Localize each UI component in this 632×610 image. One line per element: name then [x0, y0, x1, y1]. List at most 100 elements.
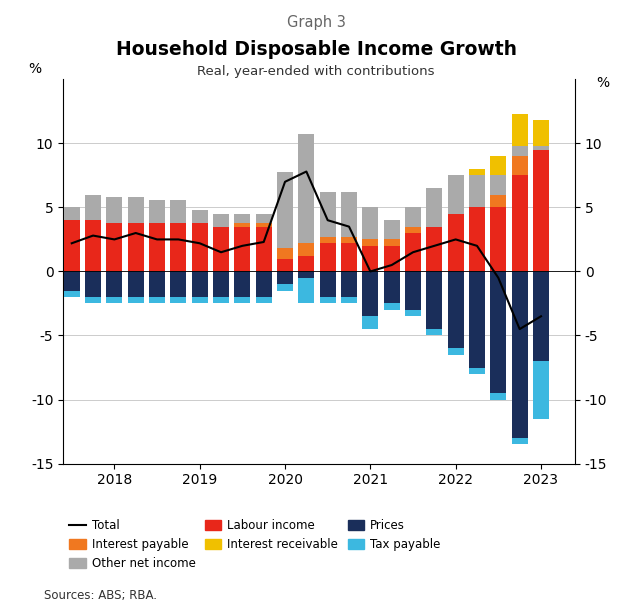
Bar — [85, 195, 101, 220]
Bar — [128, 197, 144, 223]
Bar — [426, 329, 442, 336]
Bar — [320, 192, 336, 237]
Bar — [469, 207, 485, 271]
Bar — [320, 271, 336, 297]
Text: Household Disposable Income Growth: Household Disposable Income Growth — [116, 40, 516, 59]
Bar — [255, 297, 272, 303]
Bar — [191, 223, 208, 271]
Bar — [533, 149, 549, 271]
Bar — [85, 220, 101, 271]
Bar — [447, 175, 464, 214]
Text: Real, year-ended with contributions: Real, year-ended with contributions — [197, 65, 435, 78]
Bar — [85, 297, 101, 303]
Bar — [106, 223, 123, 271]
Bar — [277, 284, 293, 290]
Bar — [149, 223, 165, 271]
Bar — [405, 226, 421, 233]
Bar — [405, 271, 421, 310]
Bar — [405, 207, 421, 226]
Bar — [255, 214, 272, 223]
Bar — [341, 297, 357, 303]
Bar — [384, 303, 400, 310]
Bar — [128, 297, 144, 303]
Legend: Total, Interest payable, Other net income, Labour income, Interest receivable, P: Total, Interest payable, Other net incom… — [69, 520, 441, 570]
Bar — [384, 220, 400, 239]
Bar — [511, 271, 528, 438]
Bar — [490, 271, 506, 393]
Bar — [170, 223, 186, 271]
Bar — [384, 239, 400, 246]
Bar — [341, 243, 357, 271]
Bar — [277, 248, 293, 259]
Bar — [64, 271, 80, 290]
Bar — [511, 175, 528, 271]
Bar — [490, 195, 506, 207]
Bar — [234, 223, 250, 226]
Bar — [426, 271, 442, 329]
Bar — [426, 188, 442, 226]
Bar — [320, 297, 336, 303]
Bar — [234, 271, 250, 297]
Bar — [320, 237, 336, 243]
Bar — [277, 171, 293, 248]
Bar — [106, 297, 123, 303]
Bar — [170, 271, 186, 297]
Bar — [490, 393, 506, 400]
Bar — [298, 134, 315, 243]
Bar — [149, 199, 165, 223]
Bar — [128, 271, 144, 297]
Bar — [128, 223, 144, 271]
Bar — [234, 214, 250, 223]
Bar — [447, 271, 464, 348]
Bar — [191, 271, 208, 297]
Y-axis label: %: % — [28, 62, 42, 76]
Bar — [533, 271, 549, 361]
Bar — [277, 271, 293, 284]
Bar — [405, 233, 421, 271]
Bar — [234, 226, 250, 271]
Bar — [277, 259, 293, 271]
Bar — [533, 146, 549, 149]
Y-axis label: %: % — [597, 76, 610, 90]
Bar — [298, 243, 315, 256]
Bar — [384, 246, 400, 271]
Bar — [213, 214, 229, 226]
Bar — [533, 361, 549, 418]
Bar — [149, 271, 165, 297]
Bar — [490, 156, 506, 175]
Bar — [255, 271, 272, 297]
Bar — [362, 207, 379, 239]
Bar — [341, 192, 357, 237]
Bar — [191, 210, 208, 223]
Bar — [362, 246, 379, 271]
Bar — [85, 271, 101, 297]
Bar — [170, 199, 186, 223]
Bar — [234, 297, 250, 303]
Bar — [533, 120, 549, 146]
Bar — [405, 310, 421, 316]
Bar — [362, 271, 379, 316]
Bar — [341, 237, 357, 243]
Bar — [191, 297, 208, 303]
Bar — [213, 271, 229, 297]
Bar — [298, 271, 315, 278]
Bar — [447, 348, 464, 354]
Bar — [469, 175, 485, 207]
Text: Graph 3: Graph 3 — [286, 15, 346, 30]
Bar — [64, 290, 80, 297]
Bar — [106, 271, 123, 297]
Bar — [341, 271, 357, 297]
Text: Sources: ABS; RBA.: Sources: ABS; RBA. — [44, 589, 157, 602]
Bar — [255, 226, 272, 271]
Bar — [362, 239, 379, 246]
Bar — [298, 278, 315, 303]
Bar — [213, 297, 229, 303]
Bar — [255, 223, 272, 226]
Bar — [298, 256, 315, 271]
Bar — [170, 297, 186, 303]
Bar — [511, 156, 528, 175]
Bar — [511, 146, 528, 156]
Bar — [362, 316, 379, 329]
Bar — [511, 114, 528, 146]
Bar — [490, 175, 506, 195]
